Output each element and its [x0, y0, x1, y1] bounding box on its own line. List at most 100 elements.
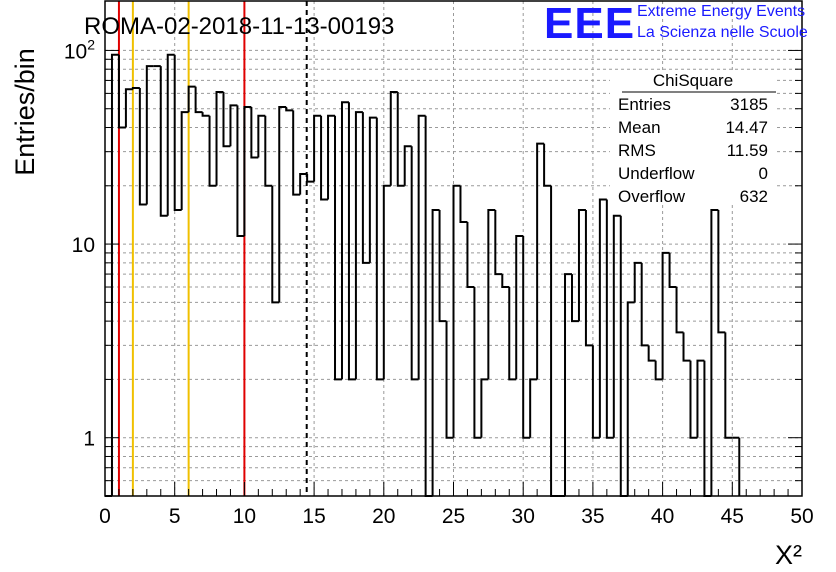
x-tick-label: 10	[233, 505, 256, 528]
histogram-bin	[640, 262, 649, 347]
histogram-bin	[306, 174, 315, 183]
histogram-bin	[368, 116, 377, 263]
histogram-bin	[124, 88, 133, 128]
histogram-bin	[438, 209, 447, 323]
x-tick-label: 35	[581, 505, 604, 528]
histogram-bin	[361, 112, 370, 264]
histogram-bin	[215, 90, 224, 186]
histogram-bin	[724, 332, 733, 439]
histogram-bin	[354, 111, 363, 380]
stats-label-overflow: Overflow	[618, 187, 686, 206]
stats-value-entries: 3185	[730, 95, 768, 114]
histogram-bin	[340, 101, 349, 380]
histogram-bin	[605, 199, 614, 439]
histogram-bin	[166, 53, 175, 216]
eee-logo: EEE	[544, 0, 636, 48]
histogram-bin	[431, 208, 440, 496]
histogram-bin	[110, 53, 119, 496]
histogram-bin	[710, 208, 719, 496]
histogram-bin	[536, 142, 545, 380]
x-tick-label: 0	[99, 505, 111, 528]
histogram-bin	[375, 117, 384, 381]
x-tick-label: 40	[651, 505, 674, 528]
histogram-bin	[591, 345, 600, 439]
x-tick-label: 15	[302, 505, 325, 528]
eee-tagline-line1: Extreme Energy Events	[637, 3, 806, 20]
stats-box-title: ChiSquare	[653, 71, 733, 90]
histogram-bin	[334, 115, 342, 381]
histogram-bin	[445, 321, 454, 439]
histogram-bin	[487, 208, 496, 380]
x-tick-label: 25	[442, 505, 465, 528]
histogram-bin	[682, 332, 691, 362]
stats-value-underflow: 0	[759, 164, 768, 183]
x-axis-label: X²	[775, 540, 802, 570]
histogram-bin	[194, 86, 203, 114]
histogram-bin	[661, 251, 670, 380]
histogram-bin	[173, 54, 182, 211]
stats-value-mean: 14.47	[725, 118, 768, 137]
histogram-bin	[320, 115, 329, 201]
histogram-bin	[459, 185, 468, 224]
histogram-bin	[626, 301, 635, 496]
x-tick-label: 45	[721, 505, 744, 528]
histogram-bin	[473, 287, 482, 439]
histogram-bin	[543, 143, 552, 187]
histogram-bin	[584, 209, 593, 347]
stats-value-rms: 11.59	[727, 141, 768, 160]
x-tick-label: 50	[790, 505, 813, 528]
histogram-bin	[410, 146, 419, 381]
histogram-bin	[668, 252, 677, 289]
histogram-bin	[271, 185, 280, 304]
stats-label-mean: Mean	[618, 118, 661, 137]
histogram-bin	[396, 91, 405, 187]
histogram-bin	[480, 378, 489, 438]
stats-box-background	[610, 72, 776, 204]
eee-tagline-line2: La Scienza nelle Scuole	[637, 24, 808, 41]
x-tick-label: 20	[372, 505, 395, 528]
stats-value-overflow: 632	[740, 187, 768, 206]
histogram-bin	[647, 345, 656, 362]
histogram-bin	[250, 107, 259, 159]
stats-box: ChiSquare Entries 3185 Mean 14.47 RMS 11…	[610, 71, 776, 206]
histogram-bin	[180, 111, 189, 210]
histogram-bin	[382, 184, 391, 380]
x-tick-label: 30	[512, 505, 535, 528]
histogram-bin	[522, 236, 531, 439]
histogram-layer	[105, 53, 741, 497]
y-tick-label: 1	[83, 428, 95, 451]
stats-label-underflow: Underflow	[618, 164, 695, 183]
histogram-bin	[696, 359, 705, 438]
histogram-bin	[278, 106, 287, 303]
histogram-bin	[159, 66, 168, 217]
histogram-bin	[327, 114, 336, 200]
histogram-bin	[138, 87, 147, 206]
histogram-bin	[208, 115, 217, 187]
histogram-bin	[612, 214, 621, 438]
histogram-bin	[508, 287, 517, 381]
histogram-bin	[264, 115, 273, 187]
histogram-bin	[466, 222, 475, 289]
histogram-bin	[654, 360, 663, 381]
histogram-bin	[222, 91, 231, 148]
histogram-bin	[117, 54, 126, 129]
histogram-bin	[452, 184, 461, 438]
histogram-bin	[313, 114, 322, 182]
histogram-bin	[229, 104, 238, 147]
histogram-bin	[347, 102, 356, 381]
stats-label-rms: RMS	[618, 141, 656, 160]
histogram-bin	[501, 274, 510, 289]
histogram-bin	[187, 85, 196, 113]
chart-title: ROMA-02-2018-11-13-00193	[84, 13, 394, 40]
y-tick-label: 10	[72, 234, 95, 257]
histogram-bin	[598, 198, 607, 438]
histogram-bin	[675, 287, 684, 334]
histogram-bin	[389, 90, 398, 186]
histogram-bin	[131, 86, 140, 90]
histogram-bin	[689, 360, 698, 439]
histogram-bin	[145, 65, 154, 205]
histogram-bin	[570, 274, 579, 323]
x-tick-label: 5	[169, 505, 181, 528]
